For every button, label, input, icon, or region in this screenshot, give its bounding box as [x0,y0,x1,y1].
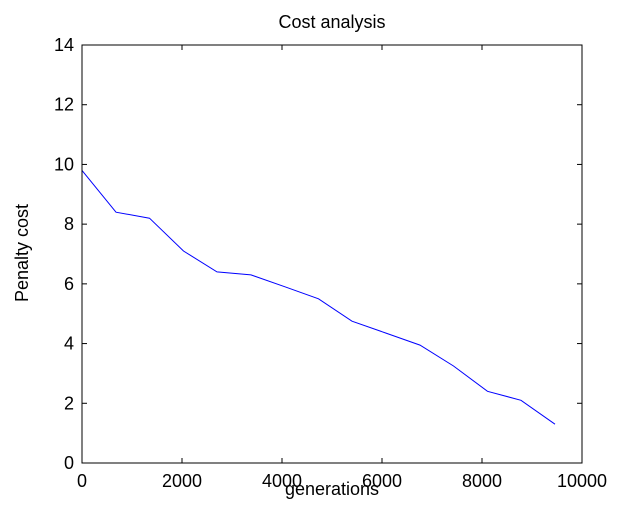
series-layer [81,170,556,425]
x-axis: 0 2000 4000 6000 8000 10000 [77,45,607,491]
y-tick-label: 6 [64,274,74,294]
x-tick-label: 0 [77,471,87,491]
y-tick-label: 0 [64,453,74,473]
y-tick-label: 2 [64,393,74,413]
x-tick-label: 2000 [162,471,202,491]
x-tick-label: 4000 [262,471,302,491]
series-line [81,170,556,425]
x-axis-label: generations [285,479,379,499]
y-axis: 0 2 4 6 8 10 12 14 [54,35,582,473]
x-tick-label: 6000 [362,471,402,491]
y-axis-label: Penalty cost [12,204,32,302]
y-tick-label: 8 [64,214,74,234]
chart-title: Cost analysis [278,12,385,32]
x-tick-label: 10000 [557,471,607,491]
plot-area-frame [81,44,583,464]
y-tick-label: 4 [64,334,74,354]
y-tick-label: 10 [54,154,74,174]
y-tick-label: 12 [54,95,74,115]
x-tick-label: 8000 [462,471,502,491]
y-tick-label: 14 [54,35,74,55]
